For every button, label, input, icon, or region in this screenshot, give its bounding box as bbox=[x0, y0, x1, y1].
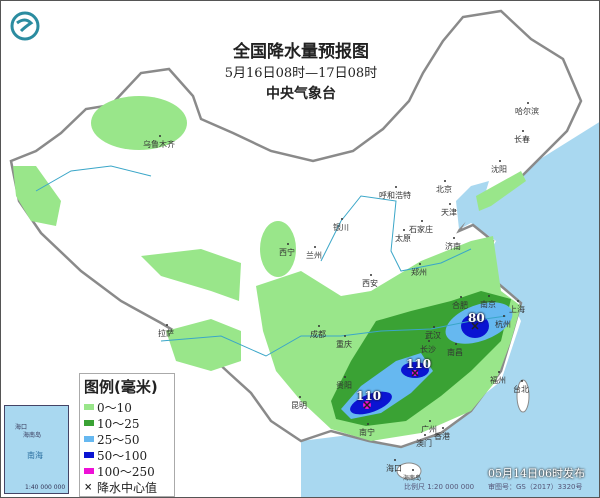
legend-item: 25～50 bbox=[84, 431, 170, 447]
city-label: 武汉 bbox=[425, 326, 441, 340]
map-title: 全国降水量预报图 bbox=[233, 42, 369, 62]
legend-item: × 降水中心值 bbox=[84, 479, 170, 495]
map-scale: 比例尺 1:20 000 000 bbox=[404, 483, 475, 491]
hainan bbox=[396, 462, 422, 480]
city-label: 重庆 bbox=[336, 335, 352, 349]
issued-time: 05月14日06时发布 bbox=[488, 467, 585, 480]
city-label: 西宁 bbox=[279, 243, 295, 257]
city-label: 长沙 bbox=[420, 340, 436, 354]
city-label: 石家庄 bbox=[409, 220, 433, 234]
city-label: 南宁 bbox=[359, 423, 375, 437]
center-value: 110 bbox=[406, 357, 432, 371]
legend-label: 0～10 bbox=[97, 400, 132, 415]
city-label: 海口 bbox=[386, 459, 402, 473]
legend-item: 10～25 bbox=[84, 415, 170, 431]
legend-item: 0～10 bbox=[84, 399, 170, 415]
city-label: 拉萨 bbox=[158, 324, 174, 338]
city-label: 银川 bbox=[333, 218, 349, 232]
city-label: 西安 bbox=[362, 274, 378, 288]
legend-swatch bbox=[84, 452, 94, 458]
center-value: 110 bbox=[356, 389, 382, 403]
city-label: 南昌 bbox=[447, 343, 463, 357]
inset-sea-label: 南海 bbox=[27, 451, 43, 460]
city-label: 海南岛 bbox=[403, 469, 422, 482]
city-label: 南京 bbox=[480, 295, 496, 309]
city-label: 沈阳 bbox=[491, 160, 507, 174]
legend-label: 50～100 bbox=[97, 448, 148, 463]
legend-item: 50～100 bbox=[84, 447, 170, 463]
city-label: 成都 bbox=[310, 325, 326, 339]
city-label: 广州 bbox=[421, 420, 437, 434]
legend-label: 10～25 bbox=[97, 416, 140, 431]
legend-label: 25～50 bbox=[97, 432, 140, 447]
inset-scale: 1:40 000 000 bbox=[25, 484, 66, 491]
forecast-period: 5月16日08时—17日08时 bbox=[224, 66, 378, 81]
city-label: 合肥 bbox=[452, 296, 468, 310]
legend-label: 降水中心值 bbox=[97, 480, 158, 495]
legend-title: 图例(毫米) bbox=[84, 378, 158, 396]
legend-item: 100～250 bbox=[84, 463, 170, 479]
center-markers bbox=[363, 322, 479, 409]
city-label: 太原 bbox=[395, 229, 411, 243]
city-label: 天津 bbox=[441, 203, 457, 217]
rivers bbox=[35, 165, 507, 357]
city-label: 香港 bbox=[434, 427, 450, 441]
legend-swatch bbox=[84, 404, 94, 410]
legend-label: 100～250 bbox=[97, 464, 155, 479]
city-label: 哈尔滨 bbox=[515, 102, 539, 116]
city-label: 济南 bbox=[445, 237, 461, 251]
legend-swatch bbox=[84, 420, 94, 426]
city-label: 昆明 bbox=[291, 396, 307, 410]
city-label: 乌鲁木齐 bbox=[143, 135, 175, 149]
city-label: 兰州 bbox=[306, 246, 322, 260]
inset-island: 海南岛 bbox=[23, 432, 42, 439]
agency-name: 中央气象台 bbox=[266, 86, 336, 102]
inset-city: 海口 bbox=[15, 424, 28, 431]
bohai-sea bbox=[456, 181, 489, 229]
map-review-number: 审图号：GS（2017）3320号 bbox=[488, 483, 583, 491]
city-label: 福州 bbox=[490, 371, 506, 385]
city-label: 郑州 bbox=[411, 263, 427, 277]
cross-icon: × bbox=[84, 481, 93, 493]
legend-swatch bbox=[84, 436, 94, 442]
city-label: 贵阳 bbox=[336, 376, 352, 390]
city-label: 澳门 bbox=[416, 434, 432, 448]
city-label: 上海 bbox=[509, 300, 525, 314]
cma-logo bbox=[10, 11, 40, 41]
city-label: 台北 bbox=[513, 380, 529, 394]
center-value: 80 bbox=[468, 311, 485, 325]
legend-swatch bbox=[84, 468, 94, 474]
city-label: 长春 bbox=[514, 130, 530, 144]
city-label: 北京 bbox=[436, 180, 452, 194]
taiwan bbox=[516, 379, 530, 413]
south-china-sea-inset: 海口 海南岛 南海 1:40 000 000 bbox=[4, 405, 69, 494]
legend: 图例(毫米) 0～10 10～25 25～50 50～100 100～250 ×… bbox=[79, 373, 175, 497]
city-label: 呼和浩特 bbox=[379, 186, 411, 200]
city-label: 杭州 bbox=[495, 315, 511, 329]
